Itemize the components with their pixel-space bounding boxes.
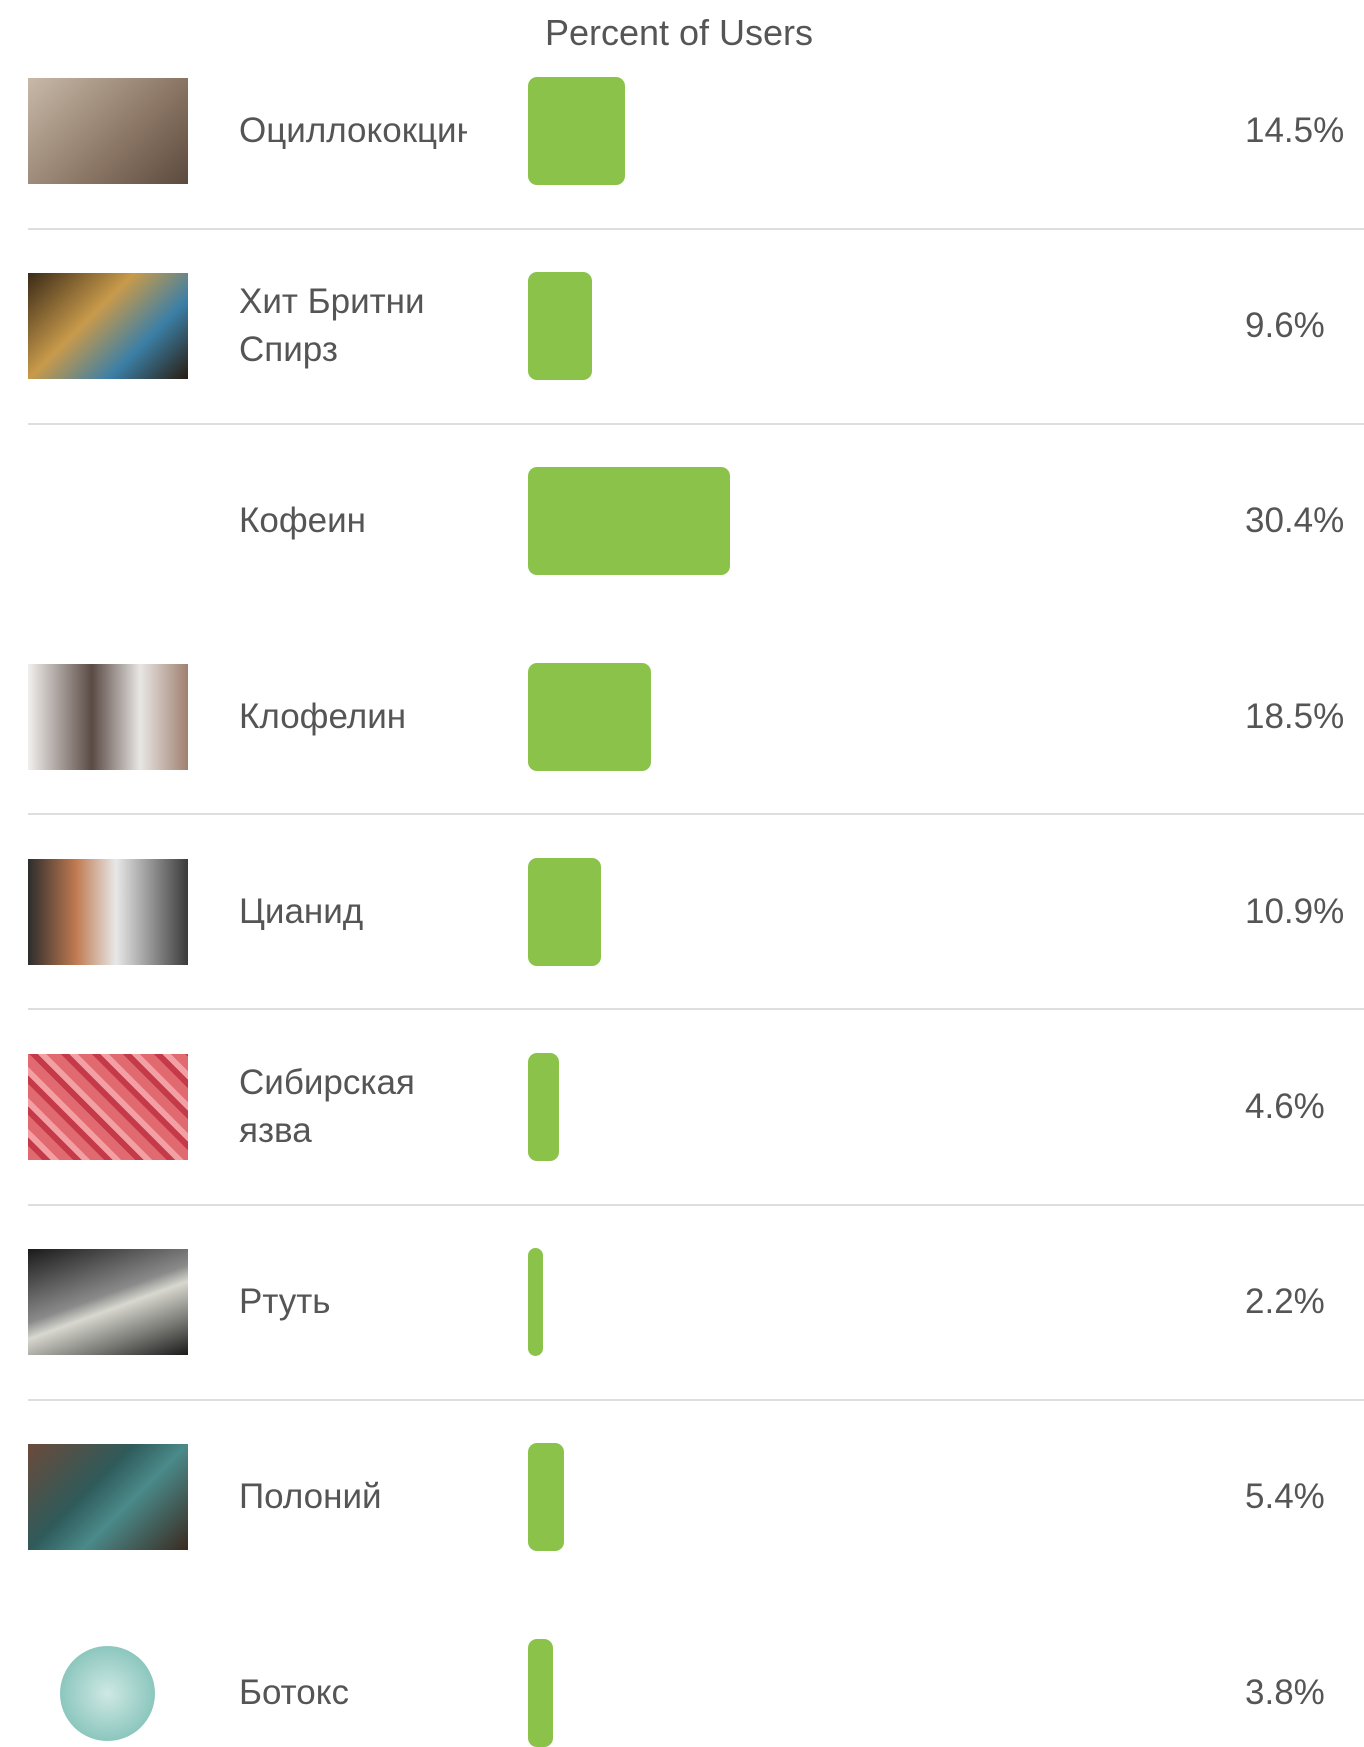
value-label: 9.6% [1245,306,1325,346]
thumbnail [28,1054,188,1160]
thumbnail [28,468,188,575]
option-label: Полоний [239,1477,382,1517]
option-label: Ртуть [239,1282,331,1322]
option-label: Цианид [239,891,364,931]
separator [28,227,1364,230]
value-label: 30.4% [1245,501,1345,541]
value-label: 4.6% [1245,1087,1325,1126]
bar [528,1053,559,1161]
bar [528,77,625,185]
chart-title: Percent of Users [544,12,814,53]
thumbnail [60,1645,155,1741]
bar [528,857,601,966]
separator [28,1203,1364,1206]
separator [28,813,1364,816]
separator [28,1398,1364,1401]
bar [528,662,652,771]
value-label: 10.9% [1245,891,1345,931]
option-label: Хит Бритни Спирз [239,282,425,370]
bar [528,1248,543,1357]
thumbnail [28,1249,188,1356]
thumbnail [28,273,188,380]
thumbnail [28,663,188,770]
option-label: Клофелин [239,696,407,736]
value-label: 2.2% [1245,1282,1325,1322]
separator [28,1008,1364,1011]
value-label: 5.4% [1245,1477,1325,1517]
option-label: Сибирская язва [239,1063,415,1150]
value-label: 18.5% [1245,696,1345,736]
option-label: Ботокс [239,1672,349,1712]
option-label: Оциллококцинум [239,111,467,150]
thumbnail [28,1444,188,1551]
bar [528,1443,564,1552]
bar [528,467,731,576]
thumbnail [28,858,188,965]
option-label: Кофеин [239,501,366,541]
value-label: 3.8% [1245,1672,1325,1712]
value-label: 14.5% [1245,111,1345,150]
thumbnail [28,78,188,184]
bar [528,272,592,381]
bar [528,1638,554,1747]
separator [28,422,1364,425]
